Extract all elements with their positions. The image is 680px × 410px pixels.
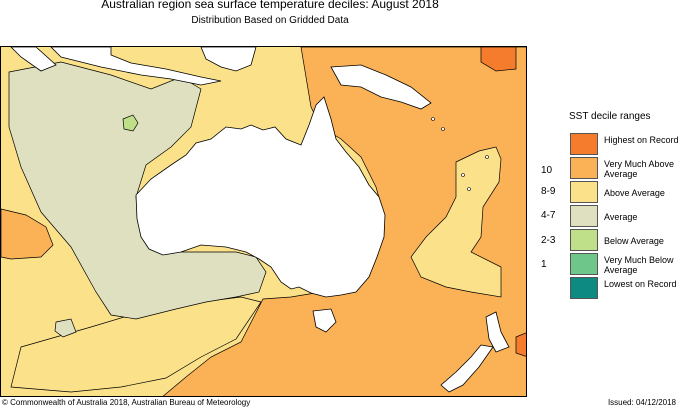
region-very-much-above-average-west xyxy=(1,208,54,260)
legend-code: 10 xyxy=(541,165,553,176)
legend-swatch-very-much-below-average xyxy=(570,253,598,275)
legend-label: Lowest on Record xyxy=(604,279,677,289)
tasmania xyxy=(312,308,337,333)
legend-label: Below Average xyxy=(604,236,664,246)
legend-label: Very Much Above Average xyxy=(604,159,675,179)
legend-code: 8-9 xyxy=(541,186,556,197)
legend-swatch-very-much-above-average xyxy=(570,157,598,179)
borneo-sulawesi xyxy=(200,47,257,72)
region-below-average xyxy=(122,114,139,132)
region-highest-on-record-se xyxy=(515,332,526,357)
legend-swatch-average xyxy=(570,205,598,227)
island xyxy=(467,187,471,191)
region-average-small xyxy=(54,318,77,338)
java-timor xyxy=(50,47,222,86)
legend-code: 1 xyxy=(541,259,547,270)
legend-label: Highest on Record xyxy=(604,135,679,145)
sumatra xyxy=(10,47,57,72)
legend-label: Average xyxy=(604,212,638,222)
island xyxy=(485,155,489,159)
new-zealand-south xyxy=(440,344,494,393)
legend-code: 4-7 xyxy=(541,210,556,221)
map-canvas xyxy=(1,47,526,396)
new-guinea xyxy=(330,64,432,110)
legend-swatch-lowest-on-record xyxy=(570,277,598,299)
issued-date: Issued: 04/12/2018 xyxy=(607,398,676,407)
legend-label: Above Average xyxy=(604,188,665,198)
legend-code: 2-3 xyxy=(541,235,556,246)
copyright-text: © Commonwealth of Australia 2018, Austra… xyxy=(2,398,251,407)
island xyxy=(431,117,435,121)
sst-decile-map xyxy=(0,46,527,397)
legend-title: SST decile ranges xyxy=(569,111,651,122)
legend-swatch-above-average xyxy=(570,181,598,203)
legend-swatch-highest-on-record xyxy=(570,133,598,155)
map-title: Australian region sea surface temperatur… xyxy=(101,0,439,11)
legend-swatch-below-average xyxy=(570,229,598,251)
island xyxy=(461,173,465,177)
island xyxy=(441,127,445,131)
australia-landmass xyxy=(135,96,386,298)
new-zealand-north xyxy=(485,311,510,353)
region-highest-on-record-ne xyxy=(480,47,517,72)
region-above-average-coral xyxy=(410,146,502,298)
legend-label: Very Much Below Average xyxy=(604,255,674,275)
map-subtitle: Distribution Based on Gridded Data xyxy=(191,15,349,26)
